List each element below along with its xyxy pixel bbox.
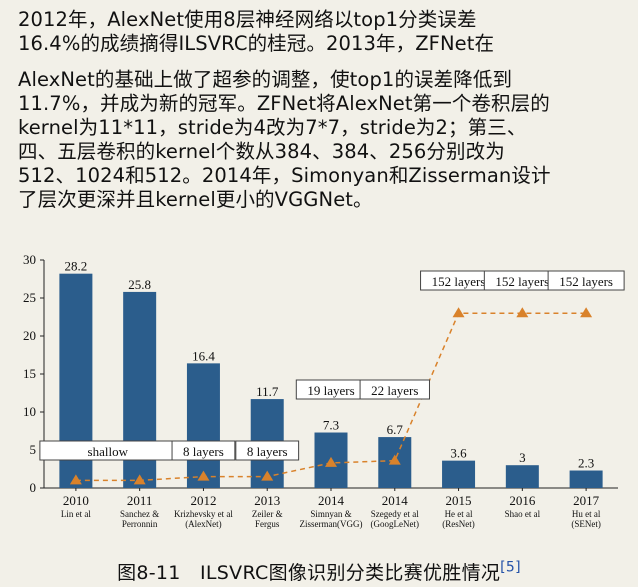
depth-marker bbox=[261, 470, 274, 481]
depth-marker bbox=[580, 307, 593, 318]
bar-value-label: 7.3 bbox=[323, 418, 339, 433]
x-sub-label: Hu et al bbox=[572, 509, 601, 519]
bar bbox=[569, 470, 603, 488]
x-sub-label: Zeiler & bbox=[252, 509, 283, 519]
layer-box-label: 152 layers bbox=[432, 274, 486, 289]
depth-marker bbox=[133, 474, 146, 485]
x-sub-label: Perronnin bbox=[122, 519, 158, 529]
depth-marker bbox=[516, 307, 529, 318]
y-tick-label: 10 bbox=[23, 404, 36, 419]
figure-caption: 图8-11 ILSVRC图像识别分类比赛优胜情况[5] bbox=[0, 558, 638, 585]
layer-box-label: 152 layers bbox=[559, 274, 613, 289]
bar-value-label: 16.4 bbox=[192, 348, 215, 363]
x-tick-label: 2011 bbox=[127, 493, 153, 508]
caption-reference: [5] bbox=[500, 559, 521, 576]
depth-marker bbox=[325, 456, 337, 467]
layer-box-label: 8 layers bbox=[183, 444, 224, 459]
layer-box bbox=[171, 440, 236, 461]
x-sub-label: He et al bbox=[445, 509, 473, 519]
x-sub-label: Szegedy et al bbox=[371, 509, 419, 519]
x-sub-label: (SENet) bbox=[571, 519, 601, 529]
y-tick-label: 5 bbox=[30, 442, 37, 457]
x-tick-label: 2015 bbox=[446, 493, 472, 508]
x-tick-label: 2012 bbox=[190, 493, 216, 508]
depth-marker bbox=[69, 474, 82, 485]
x-tick-label: 2013 bbox=[254, 493, 280, 508]
x-sub-label: Shao et al bbox=[505, 509, 541, 519]
ilsvrc-error-chart: 0 5 10 15 20 25 30 28.2 25.8 16.4 11.7 7.3 6.7 3.6 3 2.… bbox=[23, 252, 625, 529]
bar-value-label: 25.8 bbox=[128, 277, 151, 292]
y-tick-label: 30 bbox=[23, 252, 36, 267]
depth-marker bbox=[197, 470, 210, 481]
bar-value-label: 28.2 bbox=[65, 259, 88, 274]
x-tick-label: 2014 bbox=[318, 493, 345, 508]
layer-box bbox=[547, 270, 625, 291]
bar bbox=[186, 363, 220, 488]
bar-value-label: 2.3 bbox=[578, 456, 594, 471]
layer-box bbox=[235, 440, 300, 461]
bar-value-label: 6.7 bbox=[387, 422, 404, 437]
layer-box-label: 19 layers bbox=[307, 383, 354, 398]
layer-box-label: 152 layers bbox=[495, 274, 549, 289]
bar-value-label: 3.6 bbox=[450, 446, 467, 461]
bar bbox=[505, 465, 539, 488]
x-tick-label: 2016 bbox=[509, 493, 536, 508]
x-sub-label: Krizhevsky et al bbox=[174, 509, 233, 519]
x-tick-label: 2014 bbox=[382, 493, 409, 508]
x-sub-label: Zisserman(VGG) bbox=[300, 519, 363, 529]
x-sub-label: Simnyan & bbox=[310, 509, 351, 519]
layer-box bbox=[359, 379, 430, 400]
bar-value-label: 11.7 bbox=[256, 384, 279, 399]
y-tick-label: 0 bbox=[30, 480, 37, 495]
depth-marker bbox=[388, 454, 401, 465]
x-sub-label: (AlexNet) bbox=[185, 519, 221, 529]
layer-box-label: 8 layers bbox=[247, 444, 288, 459]
x-tick-label: 2010 bbox=[63, 493, 89, 508]
x-sub-label: Fergus bbox=[255, 519, 280, 529]
layer-box-label: shallow bbox=[88, 444, 129, 459]
x-sub-label: Lin et al bbox=[61, 509, 91, 519]
layer-box-label: 22 layers bbox=[371, 383, 418, 398]
paragraph-1: 2012年，AlexNet使用8层神经网络以top1分类误差 16.4%的成绩摘… bbox=[18, 8, 495, 55]
y-tick-label: 20 bbox=[23, 328, 36, 343]
depth-marker bbox=[452, 307, 465, 318]
x-sub-label: Sanchez & bbox=[120, 509, 159, 519]
bar-value-label: 3 bbox=[519, 450, 526, 465]
y-tick-label: 15 bbox=[23, 366, 36, 381]
x-sub-label: (ResNet) bbox=[442, 519, 475, 529]
x-tick-label: 2017 bbox=[573, 493, 600, 508]
caption-text: 图8-11 ILSVRC图像识别分类比赛优胜情况 bbox=[117, 562, 501, 584]
bar bbox=[442, 460, 476, 488]
y-tick-label: 25 bbox=[23, 290, 36, 305]
x-sub-label: (GoogLeNet) bbox=[371, 519, 419, 529]
paragraph-2: AlexNet的基础上做了超参的调整，使top1的误差降低到 11.7%，并成为… bbox=[18, 68, 551, 211]
